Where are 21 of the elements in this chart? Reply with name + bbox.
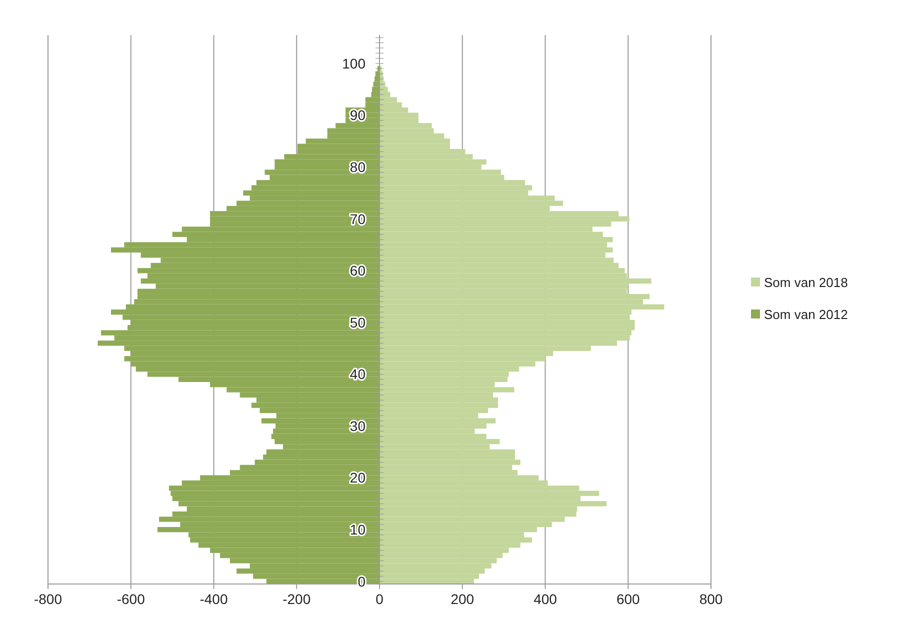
x-tick-label: 600	[616, 591, 640, 607]
y-tick-label: 30	[350, 418, 366, 434]
y-tick-label: 20	[350, 470, 366, 486]
y-tick-label: 40	[350, 366, 366, 382]
x-tick-label: 400	[534, 591, 558, 607]
x-tick-label: 200	[450, 591, 474, 607]
x-tick-label: -600	[116, 591, 146, 607]
x-tick-label: 800	[699, 591, 723, 607]
y-tick-label: 70	[350, 210, 366, 227]
legend-label: Som van 2018	[764, 275, 848, 290]
x-tick-label: -400	[200, 591, 228, 607]
y-tick-label: 50	[350, 314, 366, 330]
y-tick-label: 100	[342, 55, 366, 72]
y-tick-label: 60	[350, 262, 366, 279]
y-tick-label: 80	[350, 158, 366, 175]
legend-label: Som van 2012	[764, 307, 848, 322]
y-tick-label: 90	[350, 107, 366, 124]
x-tick-label: -800	[34, 591, 62, 607]
y-tick-label: 10	[350, 522, 366, 538]
x-tick-label: -200	[282, 591, 311, 607]
x-tick-label: 0	[376, 591, 384, 607]
